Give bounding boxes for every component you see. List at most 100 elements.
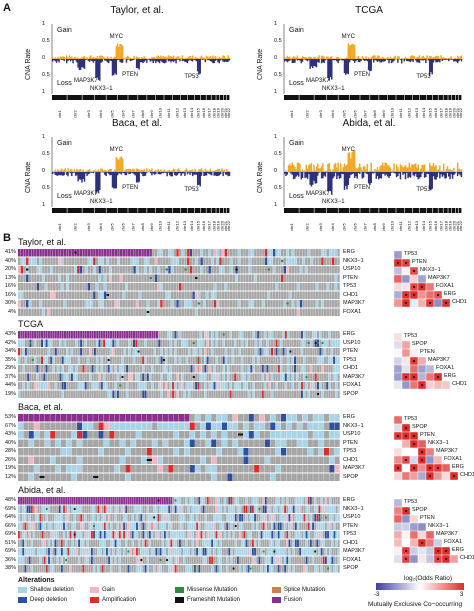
oncoprint-cell <box>99 539 102 547</box>
oncoprint-cell <box>93 531 95 539</box>
loss-bar <box>156 59 158 62</box>
oncoprint-cell <box>205 274 209 282</box>
heatmap-cell <box>417 298 427 308</box>
oncoprint-cell <box>28 257 32 265</box>
alteration-percent: 53% <box>4 414 16 420</box>
oncoprint-cell <box>173 257 177 265</box>
loss-bar <box>210 172 213 176</box>
gain-bar <box>97 169 100 172</box>
oncoprint-cell <box>318 266 321 274</box>
oncoprint-cell <box>152 266 155 274</box>
oncoprint-cell <box>318 291 321 299</box>
gain-bar <box>191 55 194 59</box>
oncoprint-cell <box>86 522 89 530</box>
oncoprint-cell <box>292 531 295 539</box>
chromosome-label: chr21 <box>455 220 460 231</box>
oncoprint-cell <box>248 456 254 464</box>
oncoprint-cell <box>90 497 93 505</box>
oncoprint-cell <box>87 348 89 356</box>
oncoprint-cell <box>142 505 145 513</box>
oncoprint-cell <box>114 456 120 464</box>
loss-bar <box>460 59 463 62</box>
loss-bar <box>334 172 337 173</box>
oncoprint-cell <box>167 356 170 364</box>
loss-bar <box>380 59 383 63</box>
gain-bar <box>460 55 463 59</box>
oncoprint-cell <box>110 514 113 522</box>
oncoprint-cell <box>200 257 203 265</box>
oncoprint-cell <box>238 456 244 464</box>
oncoprint-cell <box>239 522 241 530</box>
oncoprint-cell <box>232 456 238 464</box>
oncoprint-cell <box>227 257 230 265</box>
oncoprint-cell <box>137 356 140 364</box>
oncoprint-cell <box>87 308 91 316</box>
oncoprint-cell <box>29 331 32 339</box>
loss-bar <box>116 172 119 176</box>
oncoprint-cell <box>93 431 99 439</box>
oncoprint-cell <box>200 249 203 257</box>
oncoprint-cell <box>337 522 340 530</box>
oncoprint-cell <box>109 473 115 481</box>
gain-bar <box>414 163 417 172</box>
oncoprint-cell <box>68 348 71 356</box>
oncoprint-cell <box>52 274 56 282</box>
oncoprint-cell <box>136 291 139 299</box>
oncoprint-cell <box>41 339 43 347</box>
oncoprint-cell <box>130 356 133 364</box>
oncoprint-cell <box>39 257 42 265</box>
loss-bar <box>63 59 65 62</box>
oncoprint-cell <box>117 308 120 316</box>
gain-bar <box>417 56 419 59</box>
oncoprint-cell <box>227 300 230 308</box>
oncoprint-cell <box>198 514 201 522</box>
mutation-mark <box>165 268 168 271</box>
oncoprint-cell <box>279 505 282 513</box>
gene-annotation: NKX3−1 <box>322 199 345 205</box>
gain-bar <box>125 56 128 59</box>
loss-bar <box>337 59 339 64</box>
oncoprint-cell <box>195 266 198 274</box>
oncoprint-cell <box>235 300 238 308</box>
loss-bar <box>362 172 365 178</box>
oncoprint-cell <box>109 448 115 456</box>
gain-bar <box>119 157 121 172</box>
heatmap-cell <box>393 340 403 350</box>
oncoprint-cell <box>93 266 96 274</box>
oncoprint-cell <box>70 339 73 347</box>
oncoprint-cell <box>141 456 147 464</box>
oncoprint-cell <box>144 522 147 530</box>
oncoprint-cell <box>220 348 223 356</box>
oncoprint-cell <box>328 390 331 398</box>
oncoprint-cell <box>85 249 88 257</box>
gain-bar <box>376 166 379 172</box>
oncoprint-cell <box>259 414 265 422</box>
chromosome-block <box>419 208 427 213</box>
loss-bar <box>375 172 378 179</box>
oncoprint-cell <box>31 365 34 373</box>
mutation-mark <box>74 251 77 254</box>
loss-bar <box>332 172 334 179</box>
oncoprint-cell <box>335 348 338 356</box>
oncoprint-cell <box>275 431 281 439</box>
oncoprint-cell <box>37 514 40 522</box>
oncoprint-cell <box>240 308 244 316</box>
oncoprint-cell <box>66 365 69 373</box>
oncoprint-cell <box>328 382 331 390</box>
oncoprint-cell <box>322 497 325 505</box>
oncoprint-cell <box>43 331 46 339</box>
oncoprint-cell <box>163 497 166 505</box>
y-tick-label: 0.5 <box>274 185 282 191</box>
oncoprint-cell <box>235 308 238 316</box>
oncoprint-cell <box>151 365 154 373</box>
gain-bar <box>162 55 165 59</box>
oncoprint-cell <box>157 539 160 547</box>
gain-bar <box>359 163 361 172</box>
oncoprint-cell <box>216 274 219 282</box>
oncoprint-cell <box>174 539 177 547</box>
gain-bar <box>418 171 421 172</box>
loss-bar <box>376 172 379 177</box>
oncoprint-cell <box>195 283 198 291</box>
oncoprint-cell <box>41 531 44 539</box>
gain-bar <box>119 44 121 59</box>
